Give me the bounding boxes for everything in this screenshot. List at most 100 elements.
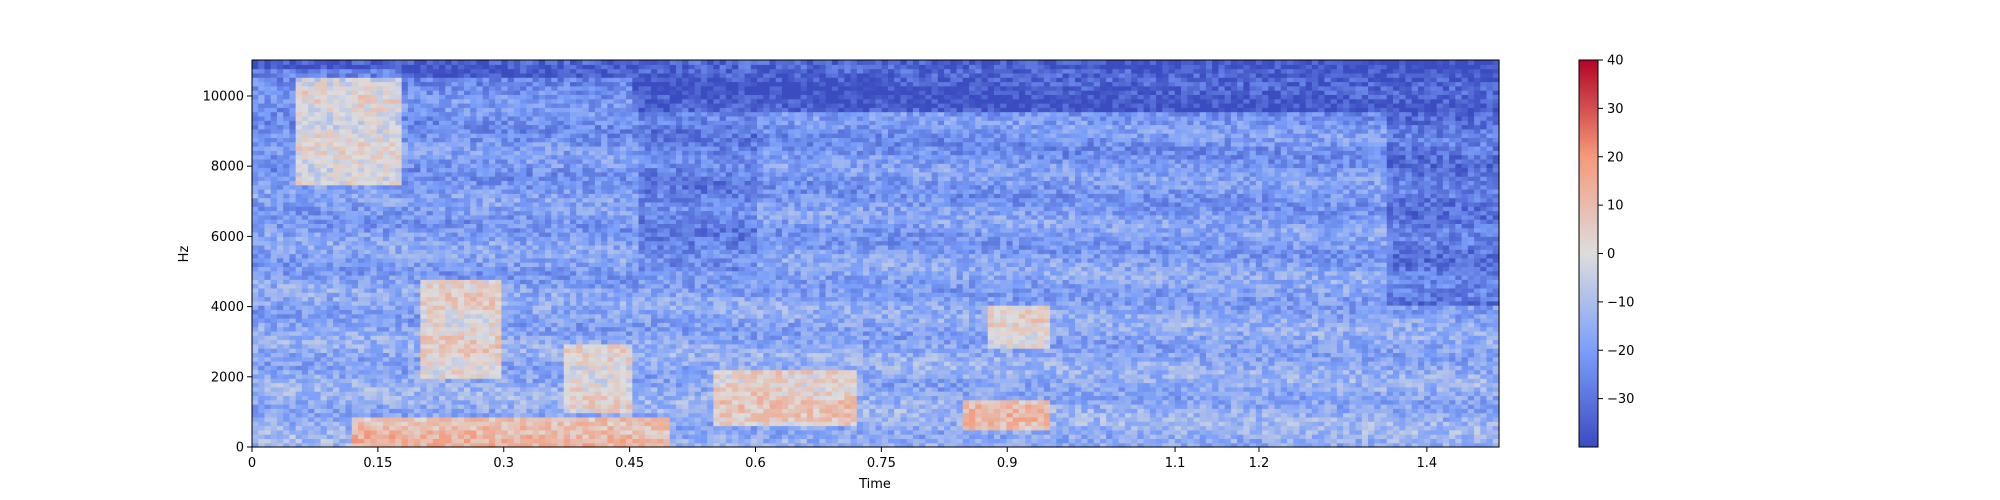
spectrogram-cell	[389, 391, 396, 396]
spectrogram-cell	[426, 171, 434, 177]
spectrogram-cell	[264, 305, 272, 310]
spectrogram-cell	[339, 141, 347, 147]
spectrogram-cell	[520, 68, 527, 74]
spectrogram-cell	[295, 330, 303, 336]
spectrogram-cell	[520, 275, 527, 280]
spectrogram-cell	[308, 270, 315, 276]
spectrogram-cell	[364, 64, 372, 70]
spectrogram-cell	[526, 365, 534, 371]
spectrogram-cell	[252, 128, 259, 134]
spectrogram-cell	[588, 223, 596, 229]
spectrogram-cell	[270, 382, 278, 388]
spectrogram-cell	[445, 189, 453, 194]
spectrogram-cell	[364, 176, 372, 181]
spectrogram-cell	[339, 193, 347, 199]
spectrogram-cell	[364, 382, 372, 388]
spectrogram-cell	[295, 141, 303, 147]
spectrogram-cell	[276, 227, 284, 233]
spectrogram-cell	[358, 309, 365, 315]
spectrogram-cell	[364, 98, 372, 104]
spectrogram-cell	[513, 94, 521, 100]
spectrogram-cell	[445, 438, 453, 444]
spectrogram-cell	[333, 103, 340, 108]
spectrogram-cell	[476, 227, 484, 233]
spectrogram-cell	[301, 68, 309, 74]
spectrogram-cell	[482, 287, 490, 293]
spectrogram-cell	[314, 60, 322, 65]
spectrogram-cell	[376, 124, 384, 130]
spectrogram-cell	[407, 326, 415, 332]
spectrogram-cell	[283, 425, 291, 431]
spectrogram-cell	[314, 210, 322, 216]
spectrogram-cell	[314, 279, 322, 285]
spectrogram-cell	[445, 365, 453, 371]
spectrogram-cell	[358, 365, 365, 371]
spectrogram-cell	[538, 408, 546, 414]
spectrogram-cell	[563, 399, 571, 405]
spectrogram-cell	[320, 429, 328, 435]
spectrogram-cell	[333, 382, 340, 388]
spectrogram-cell	[351, 275, 359, 280]
spectrogram-cell	[345, 378, 353, 384]
spectrogram-cell	[470, 249, 478, 255]
spectrogram-cell	[545, 137, 552, 143]
spectrogram-cell	[532, 335, 540, 341]
spectrogram-cell	[582, 223, 590, 229]
spectrogram-cell	[308, 318, 315, 323]
spectrogram-cell	[358, 287, 365, 293]
spectrogram-cell	[283, 94, 291, 100]
spectrogram-cell	[264, 309, 272, 315]
spectrogram-cell	[289, 343, 297, 349]
spectrogram-cell	[420, 309, 428, 315]
spectrogram-cell	[588, 163, 596, 169]
spectrogram-cell	[569, 128, 577, 134]
spectrogram-cell	[439, 150, 446, 156]
spectrogram-cell	[507, 219, 515, 224]
spectrogram-cell	[301, 296, 309, 302]
spectrogram-cell	[295, 180, 303, 186]
spectrogram-cell	[588, 60, 596, 65]
spectrogram-cell	[264, 348, 272, 353]
spectrogram-cell	[326, 107, 334, 113]
spectrogram-cell	[370, 322, 378, 328]
spectrogram-cell	[252, 184, 259, 190]
spectrogram-cell	[557, 163, 565, 169]
spectrogram-cell	[389, 81, 396, 87]
spectrogram-cell	[507, 111, 515, 117]
spectrogram-cell	[270, 416, 278, 422]
spectrogram-cell	[470, 133, 478, 138]
spectrogram-cell	[414, 94, 421, 100]
spectrogram-cell	[588, 262, 596, 267]
spectrogram-cell	[364, 287, 372, 293]
spectrogram-cell	[526, 399, 534, 405]
spectrogram-cell	[339, 300, 347, 306]
spectrogram-cell	[401, 442, 409, 448]
spectrogram-cell	[526, 335, 534, 341]
spectrogram-cell	[326, 408, 334, 414]
spectrogram-cell	[482, 180, 490, 186]
spectrogram-cell	[488, 305, 496, 310]
spectrogram-cell	[389, 382, 396, 388]
spectrogram-cell	[401, 335, 409, 341]
spectrogram-cell	[526, 421, 534, 427]
spectrogram-cell	[507, 163, 515, 169]
spectrogram-cell	[252, 154, 259, 160]
spectrogram-cell	[513, 382, 521, 388]
spectrogram-cell	[339, 85, 347, 91]
spectrogram-cell	[407, 356, 415, 362]
spectrogram-cell	[538, 270, 546, 276]
spectrogram-cell	[507, 421, 515, 427]
spectrogram-cell	[563, 391, 571, 396]
spectrogram-cell	[389, 434, 396, 439]
spectrogram-cell	[295, 429, 303, 435]
spectrogram-cell	[339, 309, 347, 315]
spectrogram-cell	[557, 266, 565, 272]
spectrogram-cell	[314, 352, 322, 358]
spectrogram-cell	[520, 206, 527, 212]
spectrogram-cell	[376, 94, 384, 100]
spectrogram-cell	[270, 158, 278, 164]
spectrogram-cell	[345, 98, 353, 104]
spectrogram-cell	[258, 296, 266, 302]
spectrogram-cell	[339, 253, 347, 259]
spectrogram-cell	[370, 94, 378, 100]
